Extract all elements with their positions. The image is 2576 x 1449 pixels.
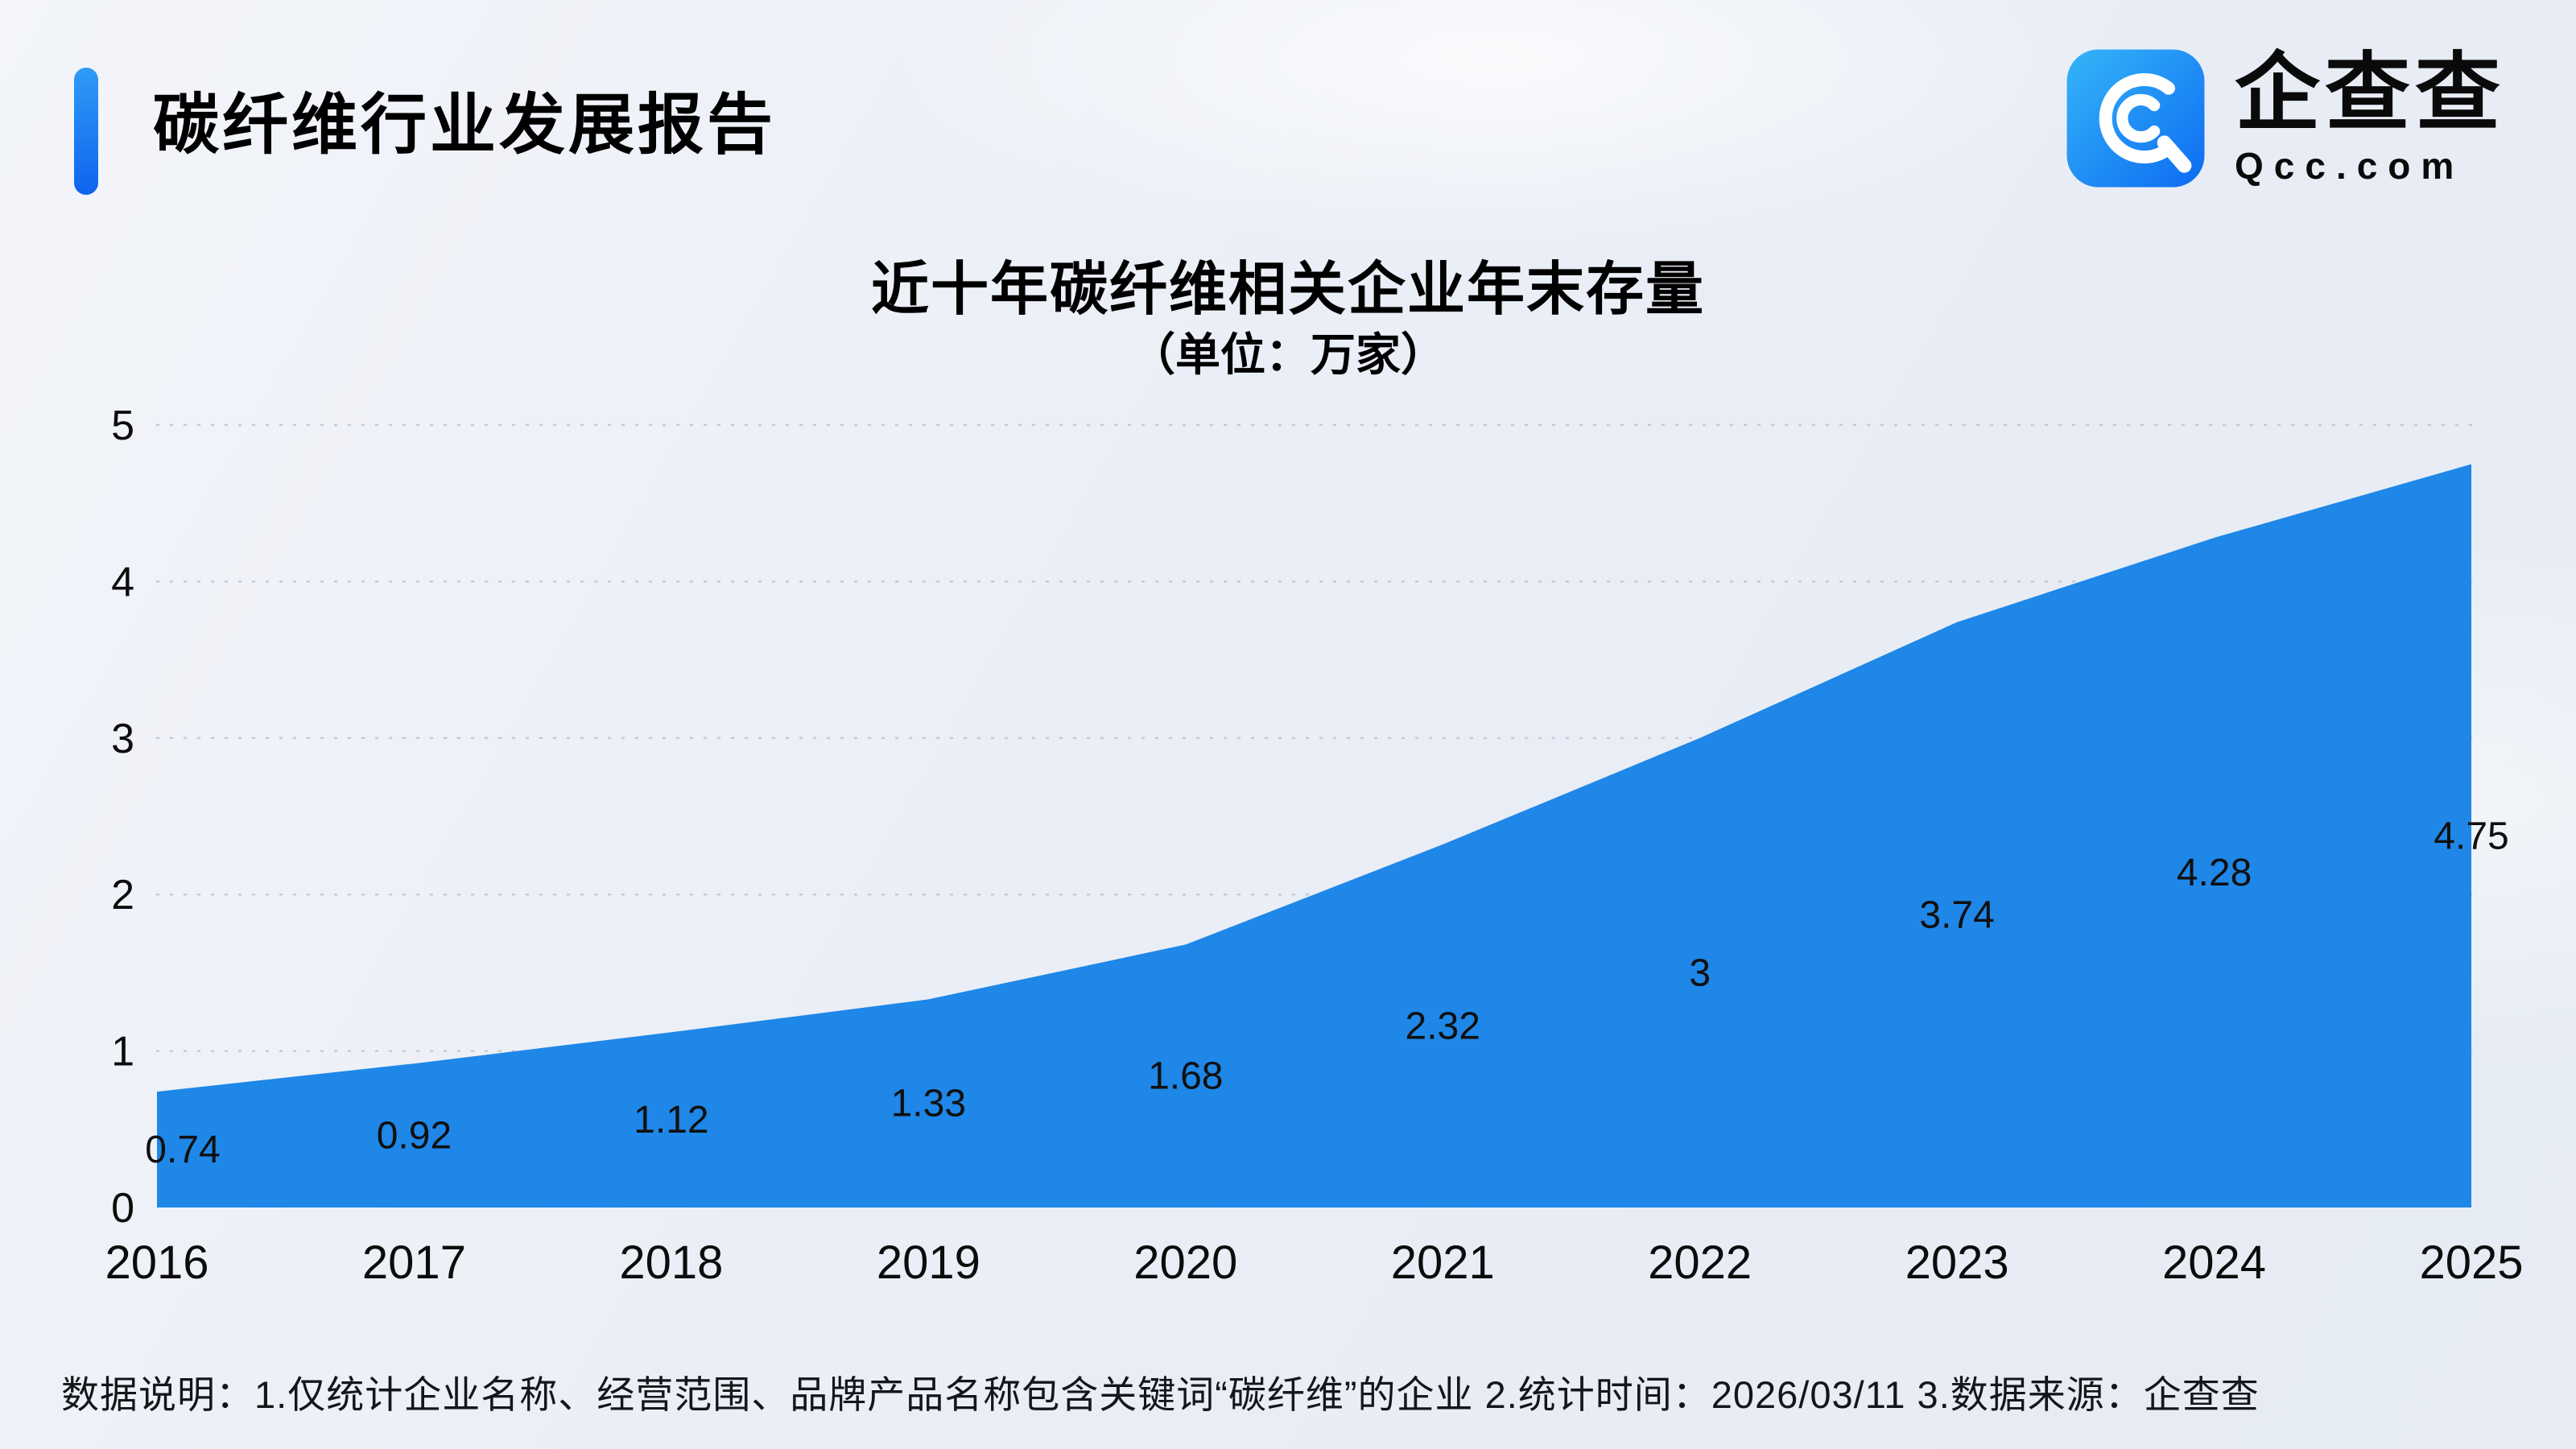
svg-text:3: 3: [111, 716, 134, 762]
svg-text:0.74: 0.74: [145, 1129, 220, 1171]
svg-text:4: 4: [111, 559, 134, 605]
svg-text:2020: 2020: [1133, 1236, 1237, 1289]
svg-text:2017: 2017: [362, 1236, 466, 1289]
svg-text:5: 5: [111, 402, 134, 449]
svg-text:2023: 2023: [1905, 1236, 2009, 1289]
qcc-logo-domain: Qcc.com: [2235, 144, 2465, 187]
svg-text:2016: 2016: [105, 1236, 208, 1289]
qcc-logo-name: 企查查: [2235, 46, 2505, 142]
svg-text:2: 2: [111, 872, 134, 919]
chart-title: 近十年碳纤维相关企业年末存量: [870, 258, 1705, 322]
svg-text:1.12: 1.12: [634, 1099, 708, 1141]
svg-text:2022: 2022: [1648, 1236, 1752, 1289]
qcc-logo-text: 企查查 Qcc.com: [2235, 49, 2505, 187]
chart-subtitle: （单位：万家）: [1130, 329, 1446, 380]
footer-note: 数据说明：1.仅统计企业名称、经营范围、品牌产品名称包含关键词“碳纤维”的企业 …: [61, 1373, 2260, 1416]
svg-text:3.74: 3.74: [1919, 894, 1994, 937]
svg-text:0.92: 0.92: [377, 1115, 452, 1158]
svg-text:2021: 2021: [1391, 1236, 1495, 1289]
svg-text:1: 1: [111, 1029, 134, 1075]
svg-text:4.75: 4.75: [2434, 815, 2508, 857]
svg-text:0: 0: [111, 1185, 134, 1232]
svg-text:2018: 2018: [619, 1236, 723, 1289]
qcc-logo: 企查查 Qcc.com: [2064, 47, 2505, 190]
qcc-logo-icon: [2066, 49, 2205, 188]
svg-text:4.28: 4.28: [2177, 852, 2252, 894]
svg-text:1.33: 1.33: [891, 1083, 966, 1125]
area-chart: 0 1 2 3 4 5 2016 2017 2018 2019 2020 2021 2022 2023 20…: [105, 402, 2523, 1289]
svg-text:1.68: 1.68: [1148, 1055, 1223, 1098]
svg-text:2019: 2019: [877, 1236, 980, 1289]
svg-text:2.32: 2.32: [1406, 1005, 1480, 1048]
title-accent-bar: [74, 68, 98, 195]
report-title: 碳纤维行业发展报告: [153, 89, 777, 162]
svg-text:2024: 2024: [2162, 1236, 2266, 1289]
svg-text:2025: 2025: [2419, 1236, 2523, 1289]
svg-text:3: 3: [1689, 952, 1711, 994]
